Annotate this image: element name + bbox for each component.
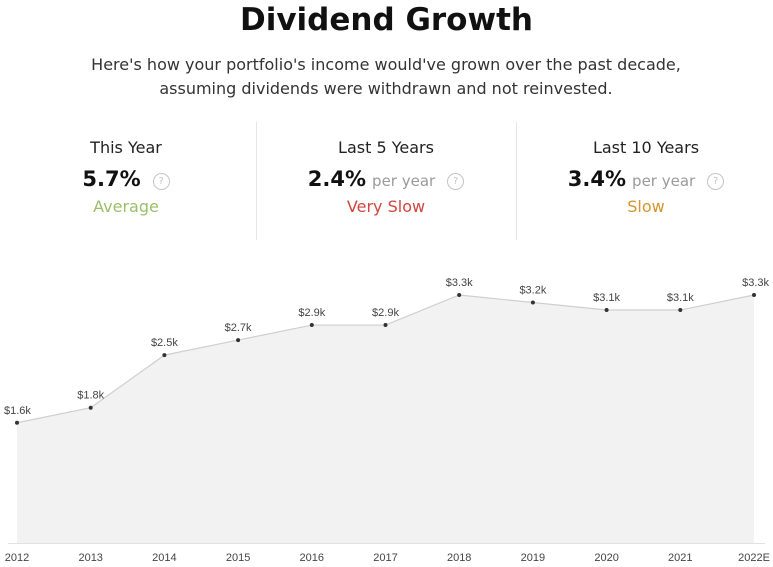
stat-value: 3.4% <box>567 167 627 191</box>
stat-rating: Average <box>93 197 159 216</box>
data-label: $3.1k <box>667 292 694 304</box>
x-tick-label: 2012 <box>5 552 29 564</box>
x-tick-label: 2019 <box>521 552 545 564</box>
x-tick-label: 2020 <box>594 552 618 564</box>
stat-label: Last 5 Years <box>338 138 434 157</box>
stat-value: 5.7% <box>82 167 141 191</box>
data-label: $2.9k <box>298 307 325 319</box>
dividend-chart: $1.6k 2012 $1.8k 2013 $2.5k 2014 $2.7k 2015 $2.9… <box>4 277 770 564</box>
stat-last-10-years: Last 10 Years 3.4% per year ? Slow <box>517 138 773 216</box>
data-label: $2.5k <box>151 337 178 349</box>
stat-unit: per year <box>632 172 696 190</box>
stat-value: 2.4% <box>307 167 367 191</box>
chart-area <box>17 295 754 543</box>
chart-point <box>383 323 388 328</box>
chart-point <box>678 308 683 313</box>
chart-point <box>15 420 19 425</box>
stat-rating: Slow <box>627 197 665 216</box>
stat-unit: per year <box>372 172 436 190</box>
stat-last-5-years: Last 5 Years 2.4% per year ? Very Slow <box>257 138 515 216</box>
page-title: Dividend Growth <box>239 2 534 38</box>
data-label: $2.9k <box>372 307 399 319</box>
data-label: $1.8k <box>77 390 104 402</box>
chart-point <box>236 338 241 343</box>
x-tick-label: 2022E <box>738 552 770 564</box>
chart-point <box>604 308 609 313</box>
stat-label: This Year <box>90 138 162 157</box>
data-label: $3.1k <box>593 292 620 304</box>
x-tick-label: 2013 <box>78 552 102 564</box>
data-label: $3.3k <box>446 277 473 289</box>
data-label: $1.6k <box>4 405 31 417</box>
question-icon[interactable]: ? <box>707 173 725 190</box>
stat-label: Last 10 Years <box>592 138 700 157</box>
stat-this-year: This Year 5.7% ? Average <box>0 138 255 216</box>
x-tick-label: 2018 <box>447 552 471 564</box>
data-label: $3.2k <box>519 285 546 297</box>
page-subtitle: Here's how your portfolio's income would… <box>91 55 681 98</box>
x-tick-label: 2014 <box>152 552 176 564</box>
question-icon[interactable]: ? <box>447 173 465 190</box>
x-tick-label: 2017 <box>373 552 397 564</box>
stat-rating: Very Slow <box>346 197 426 216</box>
stat-divider <box>256 122 257 240</box>
x-tick-label: 2015 <box>226 552 250 564</box>
chart-point <box>309 323 314 328</box>
question-icon[interactable]: ? <box>152 173 170 190</box>
chart-point <box>162 353 167 358</box>
data-label: $2.7k <box>225 322 252 334</box>
x-tick-label: 2016 <box>300 552 324 564</box>
chart-point <box>457 293 462 297</box>
chart-point <box>530 300 535 305</box>
data-label: $3.3k <box>742 277 769 289</box>
stat-divider <box>516 122 517 240</box>
chart-point <box>88 405 93 410</box>
x-tick-label: 2021 <box>668 552 692 564</box>
chart-point <box>752 293 756 297</box>
